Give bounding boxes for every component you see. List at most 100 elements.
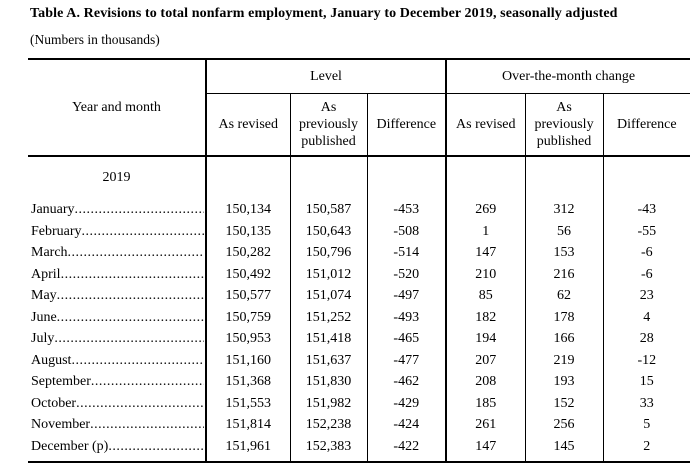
month-flex: July ...................................… (28, 328, 205, 350)
table-footer-spacer (28, 457, 691, 462)
level-as-previously-published-header: As previously published (289, 93, 367, 157)
level-as-revised-cell: 150,577 (205, 285, 290, 307)
level-as-previously-published-cell: 151,252 (289, 306, 367, 328)
otm-difference-cell: -55 (602, 220, 691, 242)
month-flex: May ....................................… (28, 285, 205, 307)
otm-as-previously-published-cell: 193 (524, 371, 604, 393)
otm-as-revised-cell: 185 (445, 392, 526, 414)
dot-leader: ........................................… (81, 223, 204, 239)
table-row: April ..................................… (28, 263, 691, 286)
dot-leader: ........................................… (60, 266, 204, 282)
month-flex: February ...............................… (28, 221, 205, 243)
table-body: January ................................… (28, 199, 691, 458)
month-label: February (31, 223, 82, 239)
month-cell: June ...................................… (28, 307, 206, 329)
otm-as-revised-cell: 1 (445, 220, 526, 242)
month-flex: August .................................… (28, 350, 205, 372)
level-as-previously-published-cell: 151,074 (289, 285, 367, 307)
level-as-previously-published-cell: 150,587 (289, 199, 367, 221)
month-label: January (31, 202, 75, 217)
spacer-cell (524, 457, 604, 462)
table-row: September ..............................… (28, 371, 691, 393)
month-flex: December (p) ...........................… (28, 436, 205, 458)
level-difference-cell: -462 (366, 371, 447, 393)
spacer-cell (602, 457, 691, 462)
month-cell: March ..................................… (28, 242, 206, 264)
dot-leader: ........................................… (108, 438, 204, 454)
level-as-previously-published-cell: 152,238 (289, 414, 367, 436)
dot-leader: ........................................… (71, 352, 204, 368)
month-cell: February ...............................… (28, 221, 206, 243)
level-difference-cell: -520 (366, 263, 447, 285)
spacer-cell (366, 457, 447, 462)
level-as-previously-published-cell: 152,383 (289, 435, 367, 457)
year-and-month-header: Year and month (28, 59, 206, 157)
otm-as-revised-cell: 194 (445, 328, 526, 350)
table-row: June ...................................… (28, 306, 691, 329)
otm-difference-cell: -6 (602, 242, 691, 264)
otm-difference-cell: -6 (602, 263, 691, 285)
spacer-cell (289, 457, 367, 462)
otm-as-previously-published-cell: 153 (524, 242, 604, 264)
level-difference-cell: -508 (366, 220, 447, 242)
spacer-row (28, 457, 691, 462)
table-row: December (p) ...........................… (28, 435, 691, 458)
table-row: January ................................… (28, 199, 691, 221)
level-as-revised-cell: 150,953 (205, 328, 290, 350)
month-cell: January ................................… (28, 199, 206, 221)
month-label: October (31, 395, 77, 411)
month-cell: August .................................… (28, 350, 206, 372)
month-cell: July ...................................… (28, 328, 206, 350)
otm-as-previously-published-cell: 152 (524, 392, 604, 414)
otm-difference-cell: 2 (602, 435, 691, 457)
empty-cell (602, 156, 691, 199)
month-label: March (31, 245, 68, 260)
spacer-cell (28, 457, 206, 462)
otm-as-previously-published-cell: 216 (524, 263, 604, 285)
table-row: March ..................................… (28, 242, 691, 264)
otm-as-previously-published-cell: 312 (524, 199, 604, 221)
month-flex: November ...............................… (28, 414, 205, 436)
otm-difference-cell: -12 (602, 349, 691, 371)
level-as-previously-published-cell: 151,637 (289, 349, 367, 371)
otm-difference-cell: 33 (602, 392, 691, 414)
month-label: May (31, 288, 57, 303)
month-label: August (31, 352, 72, 368)
otm-as-revised-cell: 261 (445, 414, 526, 436)
month-cell: September ..............................… (28, 371, 206, 393)
level-difference-cell: -493 (366, 306, 447, 328)
otm-difference-cell: -43 (602, 199, 691, 221)
level-as-revised-cell: 151,553 (205, 392, 290, 414)
month-cell: May ....................................… (28, 285, 206, 307)
page-subtitle: (Numbers in thousands) (30, 32, 160, 47)
level-as-revised-cell: 150,759 (205, 306, 290, 328)
month-label: June (31, 309, 57, 325)
page-title: Table A. Revisions to total nonfarm empl… (30, 6, 618, 21)
level-as-previously-published-cell: 151,830 (289, 371, 367, 393)
level-group-header: Level (204, 59, 447, 94)
level-as-revised-cell: 150,282 (205, 242, 290, 264)
otm-as-previously-published-cell: 256 (524, 414, 604, 436)
month-label: December (p) (31, 438, 109, 454)
otm-difference-cell: 23 (602, 285, 691, 307)
dot-leader: ........................................… (90, 374, 204, 389)
table-row: August .................................… (28, 349, 691, 372)
level-difference-cell: -497 (366, 285, 447, 307)
otm-difference-cell: 28 (602, 328, 691, 350)
spacer-cell (445, 457, 526, 462)
spacer-cell (205, 457, 290, 462)
otm-difference-cell: 15 (602, 371, 691, 393)
otm-as-revised-cell: 269 (445, 199, 526, 221)
table-row: November ...............................… (28, 414, 691, 436)
level-difference-header: Difference (366, 93, 447, 157)
month-label: April (31, 266, 61, 282)
month-flex: April ..................................… (28, 264, 205, 286)
level-difference-cell: -422 (366, 435, 447, 457)
year-section: 2019 (28, 156, 691, 199)
level-difference-cell: -477 (366, 349, 447, 371)
table-header: Year and month Level Over-the-month chan… (28, 59, 691, 157)
otm-as-previously-published-header: As previously published (524, 93, 604, 157)
table-row: July ...................................… (28, 328, 691, 350)
year-cell: 2019 (102, 170, 131, 185)
